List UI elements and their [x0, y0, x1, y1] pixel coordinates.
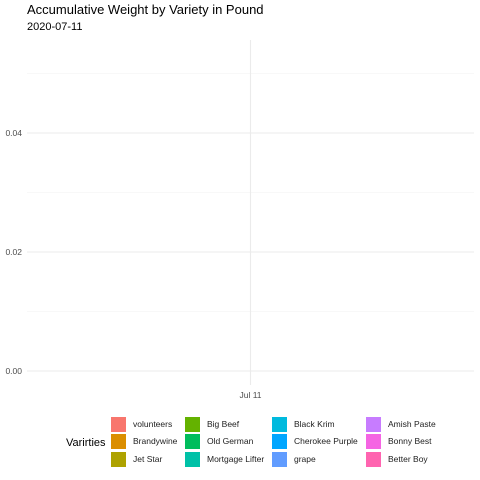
chart-title: Accumulative Weight by Variety in Pound: [27, 2, 264, 17]
legend-label: Mortgage Lifter: [207, 454, 265, 464]
legend-swatch: [272, 417, 287, 432]
legend-label: Bonny Best: [388, 436, 432, 446]
legend-label: Brandywine: [133, 436, 178, 446]
legend-swatch: [111, 417, 126, 432]
legend-label: Old German: [207, 436, 254, 446]
legend-swatch: [272, 434, 287, 449]
y-tick-label: 0.04: [5, 128, 22, 138]
legend-label: Black Krim: [294, 419, 335, 429]
x-tick-label: Jul 11: [239, 390, 261, 400]
legend-swatch: [111, 452, 126, 467]
legend-swatch: [272, 452, 287, 467]
legend-swatch: [185, 434, 200, 449]
legend-label: Cherokee Purple: [294, 436, 358, 446]
legend-label: Better Boy: [388, 454, 428, 464]
legend-title: Varirties: [66, 437, 106, 449]
legend-label: grape: [294, 454, 316, 464]
y-tick-label: 0.02: [5, 247, 22, 257]
legend-label: Amish Paste: [388, 419, 436, 429]
legend-swatch: [366, 417, 381, 432]
chart-subtitle: 2020-07-11: [27, 21, 83, 33]
legend-label: Big Beef: [207, 419, 240, 429]
legend-label: volunteers: [133, 419, 173, 429]
y-tick-label: 0.00: [5, 366, 22, 376]
legend-swatch: [366, 434, 381, 449]
legend-swatch: [111, 434, 126, 449]
legend-swatch: [366, 452, 381, 467]
legend-swatch: [185, 417, 200, 432]
legend-label: Jet Star: [133, 454, 163, 464]
legend-swatch: [185, 452, 200, 467]
